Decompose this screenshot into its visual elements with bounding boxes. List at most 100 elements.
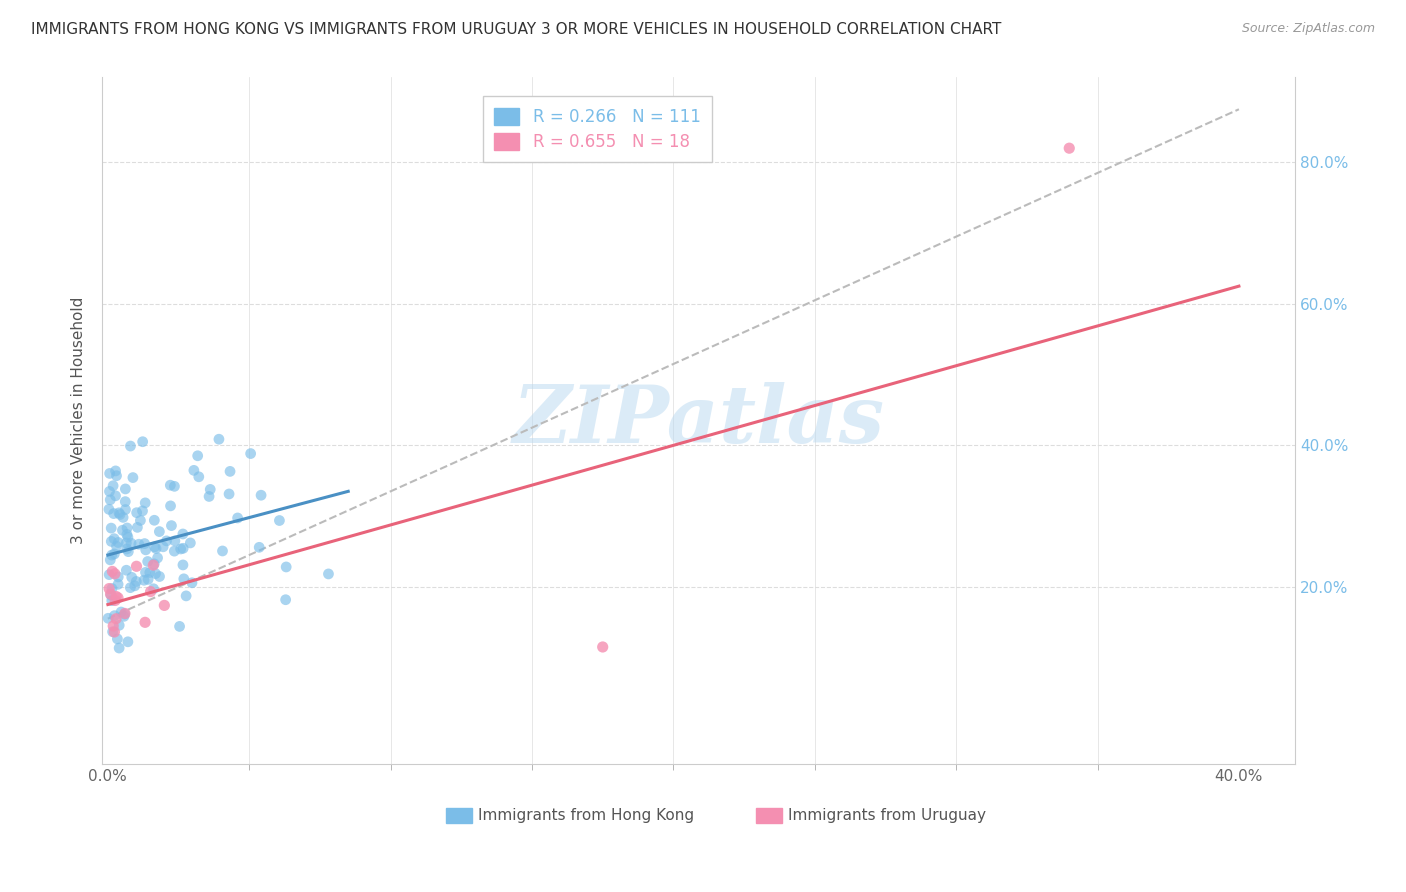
Point xyxy=(163,479,186,493)
Point xyxy=(269,514,291,528)
Point xyxy=(104,464,127,478)
Point xyxy=(100,587,122,601)
Point xyxy=(159,499,181,513)
Point xyxy=(114,494,136,508)
Point xyxy=(114,607,136,621)
Point xyxy=(160,518,183,533)
Point xyxy=(117,544,139,558)
Text: Immigrants from Uruguay: Immigrants from Uruguay xyxy=(789,808,987,823)
Text: Source: ZipAtlas.com: Source: ZipAtlas.com xyxy=(1241,22,1375,36)
Point xyxy=(108,618,131,632)
Point xyxy=(112,510,135,524)
Point xyxy=(155,533,177,548)
FancyBboxPatch shape xyxy=(756,808,782,823)
Point xyxy=(105,468,128,483)
Point xyxy=(134,536,156,550)
Point xyxy=(218,487,240,501)
Point xyxy=(100,588,122,602)
Point xyxy=(139,566,162,580)
Point xyxy=(592,640,614,654)
Point xyxy=(100,521,122,535)
Point xyxy=(120,536,142,550)
Point xyxy=(108,506,131,520)
Point xyxy=(101,624,124,639)
Point xyxy=(134,615,156,630)
Point xyxy=(148,524,170,539)
Point xyxy=(103,608,125,623)
Text: ZIPatlas: ZIPatlas xyxy=(513,382,884,459)
Point xyxy=(110,605,132,619)
Point xyxy=(128,537,150,551)
Point xyxy=(98,467,121,481)
Point xyxy=(163,533,186,548)
Point xyxy=(120,439,142,453)
Point xyxy=(104,593,127,607)
Point xyxy=(101,548,124,562)
Text: IMMIGRANTS FROM HONG KONG VS IMMIGRANTS FROM URUGUAY 3 OR MORE VEHICLES IN HOUSE: IMMIGRANTS FROM HONG KONG VS IMMIGRANTS … xyxy=(31,22,1001,37)
Point xyxy=(111,523,134,537)
Point xyxy=(143,513,166,527)
Point xyxy=(169,541,191,556)
Point xyxy=(121,570,143,584)
Point xyxy=(105,590,128,604)
Point xyxy=(101,479,124,493)
Point xyxy=(97,502,120,516)
Point xyxy=(129,513,152,527)
Point xyxy=(131,434,153,449)
Point xyxy=(107,591,129,605)
Point xyxy=(115,541,138,556)
Point xyxy=(142,558,165,573)
Point xyxy=(198,490,221,504)
FancyBboxPatch shape xyxy=(446,808,472,823)
Point xyxy=(114,482,136,496)
Point xyxy=(187,470,209,484)
Point xyxy=(136,573,159,587)
Point xyxy=(276,560,298,574)
Point xyxy=(104,489,127,503)
Point xyxy=(107,577,129,591)
Point xyxy=(250,488,273,502)
Point xyxy=(145,541,167,556)
Point xyxy=(183,463,205,477)
Point xyxy=(105,539,128,553)
Point xyxy=(274,592,297,607)
Point xyxy=(179,536,201,550)
Point xyxy=(153,599,176,613)
Point xyxy=(174,589,197,603)
Point xyxy=(122,470,145,484)
Point xyxy=(115,527,138,541)
Point xyxy=(98,484,121,499)
Point xyxy=(134,566,156,580)
Point xyxy=(105,612,128,626)
Point xyxy=(115,536,138,550)
Point xyxy=(187,449,209,463)
Point xyxy=(98,492,121,507)
Point xyxy=(247,541,270,555)
Point xyxy=(107,570,129,584)
Point xyxy=(208,432,231,446)
Point xyxy=(159,478,181,492)
Point xyxy=(318,566,340,581)
Point xyxy=(100,534,122,549)
Point xyxy=(239,446,262,460)
Point xyxy=(172,527,194,541)
Point xyxy=(135,542,157,557)
Point xyxy=(125,574,148,589)
Point xyxy=(181,575,204,590)
Point xyxy=(98,553,121,567)
Point xyxy=(108,640,131,655)
Point xyxy=(117,635,139,649)
Point xyxy=(97,611,120,625)
Point xyxy=(108,508,131,522)
Point xyxy=(152,540,174,554)
Point xyxy=(136,554,159,568)
Point xyxy=(124,579,146,593)
Point xyxy=(101,582,124,596)
Point xyxy=(131,504,153,518)
Point xyxy=(105,632,128,646)
Point xyxy=(143,540,166,554)
Point xyxy=(173,572,195,586)
Point xyxy=(117,530,139,544)
Point xyxy=(125,559,148,574)
Point xyxy=(143,557,166,571)
